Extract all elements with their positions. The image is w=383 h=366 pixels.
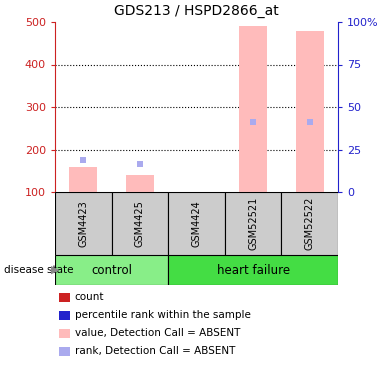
Text: GSM4424: GSM4424 [192,200,201,247]
Text: GSM4423: GSM4423 [78,200,88,247]
Title: GDS213 / HSPD2866_at: GDS213 / HSPD2866_at [114,4,279,18]
Bar [282,192,338,255]
Bar [225,192,282,255]
Bar [296,30,324,192]
Bar [69,167,97,192]
Text: heart failure: heart failure [216,264,290,276]
Text: value, Detection Call = ABSENT: value, Detection Call = ABSENT [75,328,240,338]
Text: rank, Detection Call = ABSENT: rank, Detection Call = ABSENT [75,346,235,356]
Text: ▶: ▶ [51,265,59,275]
Bar [55,255,168,285]
Bar [111,192,168,255]
Text: GSM52522: GSM52522 [305,197,315,250]
Text: control: control [91,264,132,276]
Text: count: count [75,292,104,302]
Bar [168,255,338,285]
Bar [239,26,267,192]
Text: percentile rank within the sample: percentile rank within the sample [75,310,250,320]
Bar [55,192,111,255]
Text: disease state: disease state [4,265,73,275]
Text: GSM52521: GSM52521 [248,197,258,250]
Bar [126,175,154,192]
Text: GSM4425: GSM4425 [135,200,145,247]
Bar [168,192,225,255]
